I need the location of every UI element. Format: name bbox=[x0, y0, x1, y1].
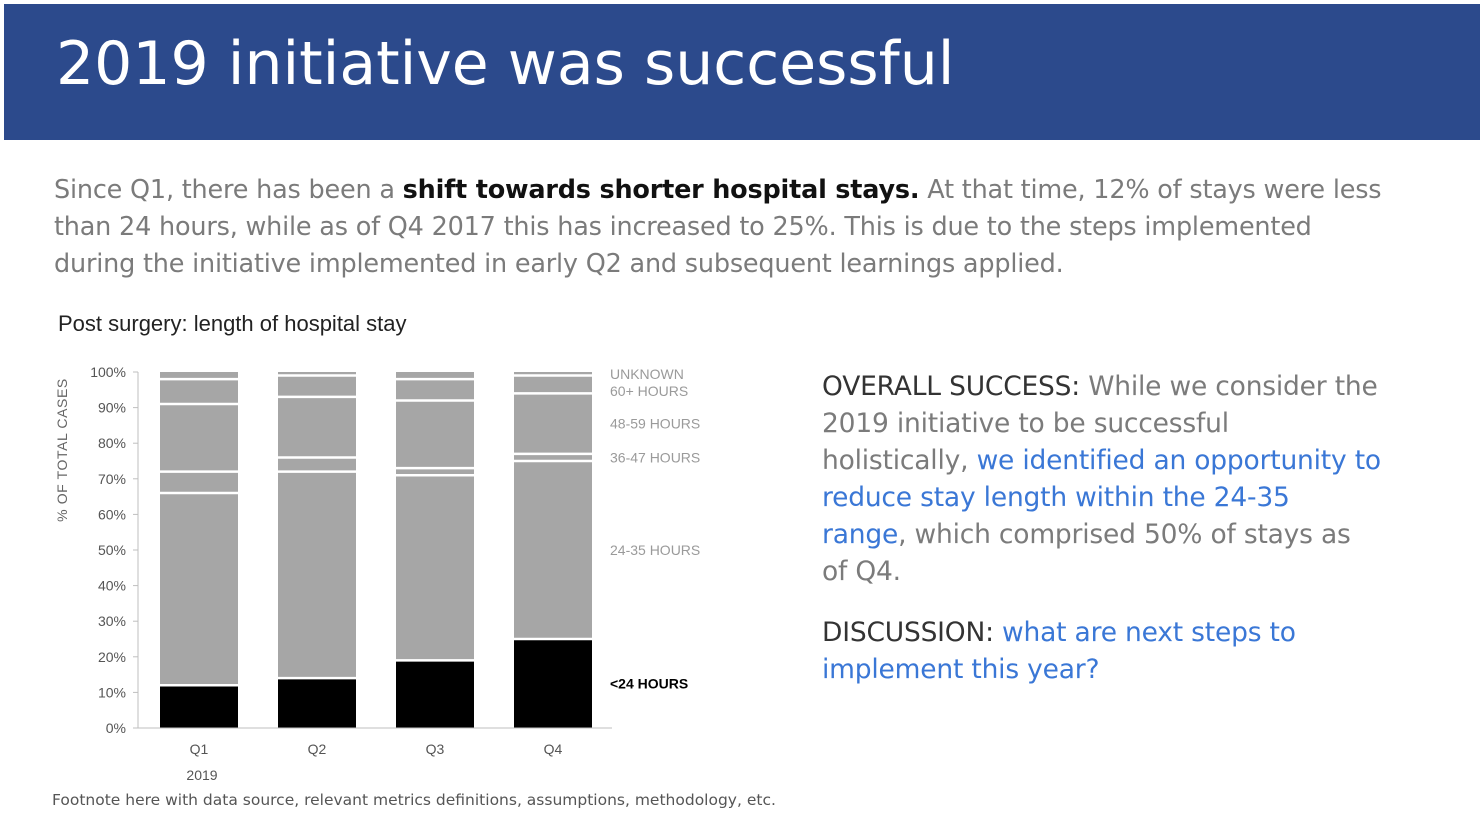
y-tick-label: 0% bbox=[106, 720, 126, 736]
x-year-label: 2019 bbox=[186, 767, 217, 783]
discussion-lead: DISCUSSION: bbox=[822, 617, 994, 648]
bar-segment-36-47-hours bbox=[514, 453, 592, 461]
overall-success-text-end: , which comprised 50% of stays as of Q4. bbox=[822, 519, 1351, 587]
bar-segment-36-47-hours bbox=[396, 468, 474, 476]
bar-segment-36-47-hours bbox=[278, 457, 356, 472]
y-tick-label: 90% bbox=[98, 400, 126, 416]
x-tick-label: Q2 bbox=[308, 741, 327, 757]
legend-label-24-35-hours: 24-35 HOURS bbox=[610, 542, 700, 558]
legend-label-unknown: UNKNOWN bbox=[610, 366, 684, 382]
intro-paragraph: Since Q1, there has been a shift towards… bbox=[54, 172, 1384, 283]
legend-label-lt-24-hours: <24 HOURS bbox=[610, 676, 688, 692]
bar-segment-lt-24-hours bbox=[396, 660, 474, 728]
bar-segment-24-35-hours bbox=[278, 471, 356, 679]
bar-stack-q2 bbox=[278, 372, 356, 728]
y-axis-label-group: % OF TOTAL CASES bbox=[54, 378, 70, 522]
x-axis: Q1 Q2 Q3 Q4 2019 bbox=[138, 727, 612, 783]
y-tick-label: 80% bbox=[98, 435, 126, 451]
intro-emphasis: shift towards shorter hospital stays. bbox=[402, 175, 920, 205]
bar-segment-24-35-hours bbox=[396, 475, 474, 661]
y-tick-label: 60% bbox=[98, 506, 126, 522]
legend-label-48-59-hours: 48-59 HOURS bbox=[610, 416, 700, 432]
intro-text-end: At that time, 12% of stays were less tha… bbox=[54, 175, 1382, 279]
bar-segment-lt-24-hours bbox=[514, 639, 592, 728]
bar-segment-48-59-hours bbox=[278, 396, 356, 458]
y-tick-label: 50% bbox=[98, 542, 126, 558]
bar-segment-24-35-hours bbox=[160, 493, 238, 686]
slide-title: 2019 initiative was successful bbox=[56, 29, 955, 99]
legend-label-36-47-hours: 36-47 HOURS bbox=[610, 449, 700, 465]
title-banner: 2019 initiative was successful bbox=[4, 4, 1480, 140]
discussion-paragraph: DISCUSSION: what are next steps to imple… bbox=[822, 614, 1382, 688]
bar-segment-unknown bbox=[396, 372, 474, 380]
y-tick-label: 20% bbox=[98, 649, 126, 665]
intro-text-start: Since Q1, there has been a bbox=[54, 175, 403, 205]
bar-stack-q1 bbox=[160, 372, 238, 728]
discussion-highlight: what are next steps to implement this ye… bbox=[822, 617, 1296, 685]
x-tick-label: Q3 bbox=[426, 741, 445, 757]
y-tick-label: 40% bbox=[98, 578, 126, 594]
overall-success-highlight: we identified an opportunity to reduce s… bbox=[822, 445, 1381, 550]
x-tick-label: Q1 bbox=[190, 741, 209, 757]
bar-segment-60plus-hours bbox=[278, 375, 356, 397]
bar-segment-60plus-hours bbox=[514, 375, 592, 394]
y-axis: 0% 10% 20% 30% 40% 50% 60% 70% 80% 90% 100% bbox=[90, 364, 139, 736]
y-tick-label: 70% bbox=[98, 471, 126, 487]
bar-segment-48-59-hours bbox=[396, 400, 474, 469]
overall-success-text: While we consider the 2019 initiative to… bbox=[822, 371, 1378, 476]
bars-group bbox=[160, 372, 592, 728]
commentary-panel: OVERALL SUCCESS: While we consider the 2… bbox=[822, 368, 1382, 688]
chart-title: Post surgery: length of hospital stay bbox=[58, 311, 407, 336]
bar-segment-48-59-hours bbox=[160, 404, 238, 472]
bar-segment-lt-24-hours bbox=[278, 678, 356, 728]
legend-label-60plus-hours: 60+ HOURS bbox=[610, 383, 688, 399]
overall-success-lead: OVERALL SUCCESS: bbox=[822, 371, 1081, 402]
footnote: Footnote here with data source, relevant… bbox=[52, 791, 776, 809]
bar-segment-60plus-hours bbox=[396, 379, 474, 401]
y-axis-label: % OF TOTAL CASES bbox=[54, 378, 70, 522]
bar-segment-lt-24-hours bbox=[160, 685, 238, 728]
bar-stack-q4 bbox=[514, 372, 592, 728]
overall-success-paragraph: OVERALL SUCCESS: While we consider the 2… bbox=[822, 368, 1382, 590]
bar-segment-unknown bbox=[278, 372, 356, 376]
y-tick-label: 30% bbox=[98, 613, 126, 629]
bar-segment-unknown bbox=[514, 372, 592, 376]
bar-segment-48-59-hours bbox=[514, 393, 592, 454]
y-tick-label: 10% bbox=[98, 684, 126, 700]
bar-segment-36-47-hours bbox=[160, 471, 238, 494]
bar-segment-60plus-hours bbox=[160, 379, 238, 405]
bar-segment-unknown bbox=[160, 372, 238, 380]
x-tick-label: Q4 bbox=[544, 741, 563, 757]
bar-stack-q3 bbox=[396, 372, 474, 728]
y-tick-label: 100% bbox=[90, 364, 126, 380]
bar-segment-24-35-hours bbox=[514, 461, 592, 639]
